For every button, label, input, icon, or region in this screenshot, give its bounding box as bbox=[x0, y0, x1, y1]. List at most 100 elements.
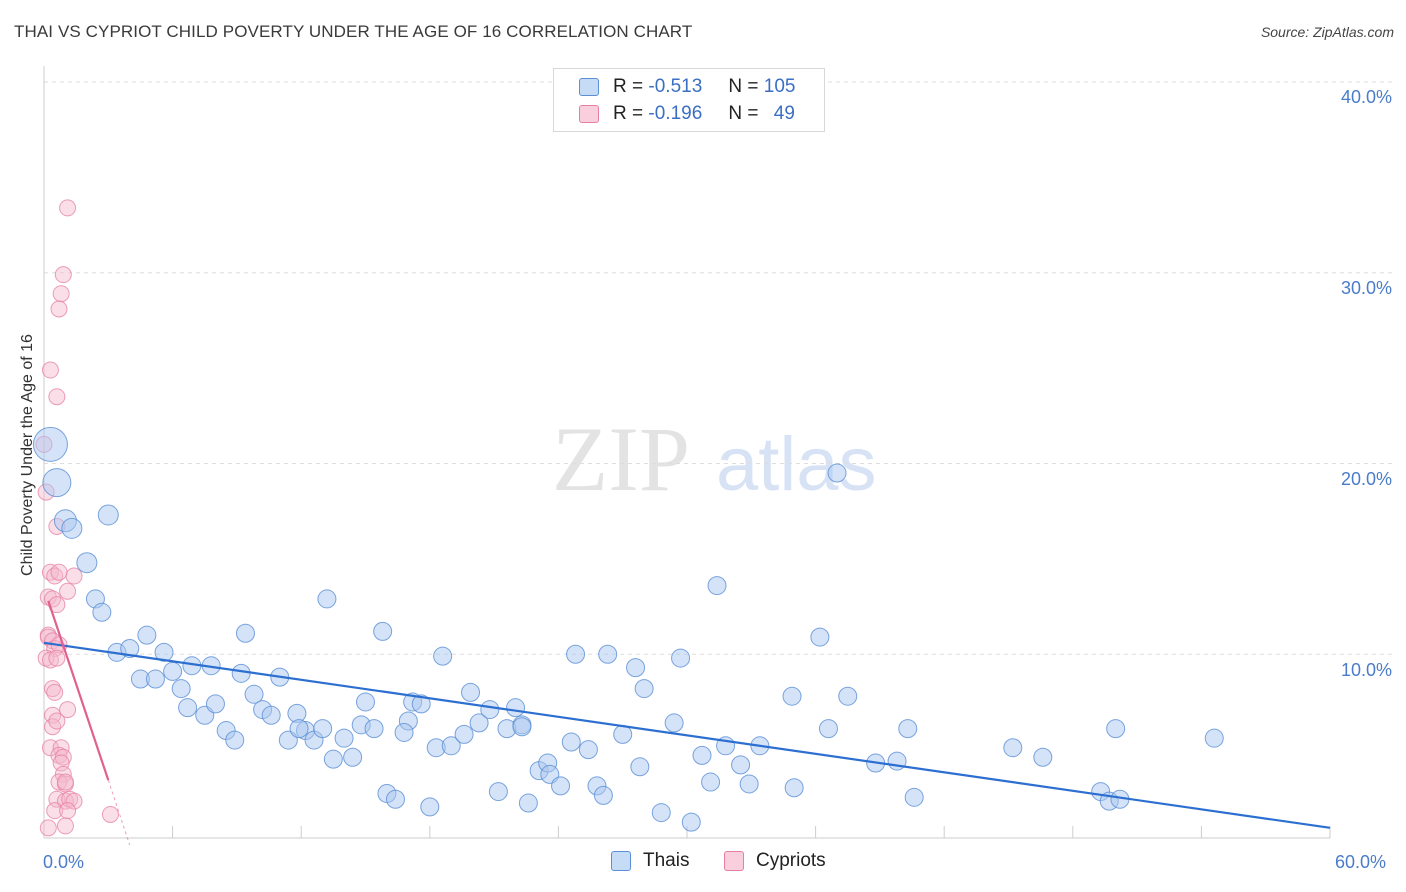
cypriots-swatch bbox=[579, 105, 599, 123]
thais-point bbox=[323, 749, 343, 769]
thais-point bbox=[681, 812, 701, 832]
thais-point bbox=[244, 684, 264, 704]
thais-point bbox=[671, 648, 691, 668]
thais-point bbox=[782, 686, 802, 706]
thais-point bbox=[664, 713, 684, 733]
thais-point bbox=[818, 719, 838, 739]
thais-point bbox=[838, 686, 858, 706]
thais-point bbox=[145, 669, 165, 689]
thais-point bbox=[518, 793, 538, 813]
cypriots-point bbox=[41, 651, 59, 669]
thais-point bbox=[898, 719, 918, 739]
thais-point bbox=[506, 698, 526, 718]
legend-label: Thais bbox=[643, 850, 690, 871]
x-tick-label: 60.0% bbox=[1335, 852, 1387, 872]
thais-point bbox=[454, 724, 474, 744]
thais-point bbox=[739, 774, 759, 794]
thais-point bbox=[317, 589, 337, 609]
thais-point bbox=[394, 722, 414, 742]
thais-point bbox=[598, 644, 618, 664]
thais-point bbox=[313, 719, 333, 739]
cypriots-trend-extension bbox=[107, 779, 131, 846]
x-tick-label: 0.0% bbox=[43, 852, 85, 872]
cypriots-point bbox=[56, 817, 74, 835]
thais-point bbox=[512, 717, 532, 737]
thais-point bbox=[356, 692, 375, 712]
correlation-legend: R = -0.513 N = 105 R = -0.196 N = 49 bbox=[553, 68, 825, 132]
r-value: -0.513 bbox=[648, 76, 703, 97]
n-value: 49 bbox=[773, 103, 795, 124]
thais-point bbox=[32, 426, 68, 462]
thais-point bbox=[634, 679, 654, 699]
chart-title: THAI VS CYPRIOT CHILD POVERTY UNDER THE … bbox=[14, 22, 693, 41]
cypriots-point bbox=[59, 802, 77, 820]
y-tick-label: 20.0% bbox=[1340, 469, 1392, 489]
thais-point bbox=[289, 719, 309, 739]
cypriots-point bbox=[48, 649, 66, 667]
thais-point bbox=[626, 658, 646, 678]
thais-point bbox=[178, 698, 198, 718]
thais-point bbox=[461, 682, 481, 702]
watermark-zip: ZIP bbox=[552, 408, 690, 510]
thais-point bbox=[488, 782, 508, 802]
thais-point bbox=[731, 755, 751, 775]
thais-point bbox=[205, 694, 225, 714]
thais-point bbox=[364, 719, 384, 739]
n-label: N = bbox=[728, 76, 759, 97]
thais-point bbox=[386, 789, 406, 809]
thais-point bbox=[701, 772, 721, 792]
thais-point bbox=[154, 642, 174, 662]
y-tick-label: 10.0% bbox=[1340, 660, 1392, 680]
cypriots-point bbox=[59, 701, 77, 719]
cypriots-point bbox=[46, 802, 64, 820]
n-value: 105 bbox=[763, 76, 796, 97]
thais-point bbox=[1106, 719, 1126, 739]
cypriots-point bbox=[39, 819, 57, 837]
thais-point bbox=[411, 694, 431, 714]
r-value: -0.196 bbox=[648, 103, 703, 124]
thais-point bbox=[551, 776, 571, 796]
cypriots-point bbox=[56, 773, 74, 791]
watermark-atlas: atlas bbox=[716, 422, 877, 507]
cypriots-point bbox=[48, 388, 66, 406]
thais-point bbox=[163, 661, 183, 681]
thais-point bbox=[692, 745, 712, 765]
cypriots-point bbox=[54, 266, 72, 284]
thais-point bbox=[707, 576, 727, 596]
thais-point bbox=[373, 621, 393, 641]
thais-point bbox=[225, 730, 245, 750]
thais-point bbox=[1204, 728, 1224, 748]
gridlines bbox=[44, 81, 1392, 655]
legend-item-cypriots: Cypriots bbox=[724, 850, 826, 872]
thais-swatch bbox=[579, 78, 599, 96]
thais-point bbox=[1033, 747, 1053, 767]
thais-point bbox=[61, 517, 83, 539]
cypriots-point bbox=[50, 563, 68, 581]
thais-point bbox=[566, 644, 586, 664]
thais-point bbox=[784, 778, 804, 798]
watermark: ZIP atlas bbox=[552, 408, 877, 510]
thais-swatch bbox=[611, 851, 631, 871]
cypriots-point bbox=[50, 300, 68, 318]
thais-point bbox=[343, 747, 363, 767]
legend-item-thais: Thais bbox=[611, 850, 689, 872]
thais-point bbox=[235, 623, 255, 643]
thais-points bbox=[32, 426, 1224, 832]
thais-point bbox=[651, 803, 671, 823]
trend-lines bbox=[43, 600, 1331, 846]
thais-point bbox=[42, 468, 72, 498]
cypriots-swatch bbox=[724, 851, 744, 871]
source-label: Source: ZipAtlas.com bbox=[1260, 24, 1394, 40]
cypriots-point bbox=[48, 712, 66, 730]
legend-label: Cypriots bbox=[756, 850, 826, 871]
legend-row-cypriots: R = -0.196 N = 49 bbox=[579, 102, 795, 126]
r-label: R = bbox=[613, 103, 644, 124]
cypriots-point bbox=[50, 773, 68, 791]
n-label: N = bbox=[728, 103, 759, 124]
thais-point bbox=[593, 785, 613, 805]
thais-point bbox=[904, 787, 924, 807]
legend-row-thais: R = -0.513 N = 105 bbox=[579, 75, 795, 99]
y-tick-label: 30.0% bbox=[1340, 278, 1392, 298]
cypriots-point bbox=[52, 285, 70, 303]
